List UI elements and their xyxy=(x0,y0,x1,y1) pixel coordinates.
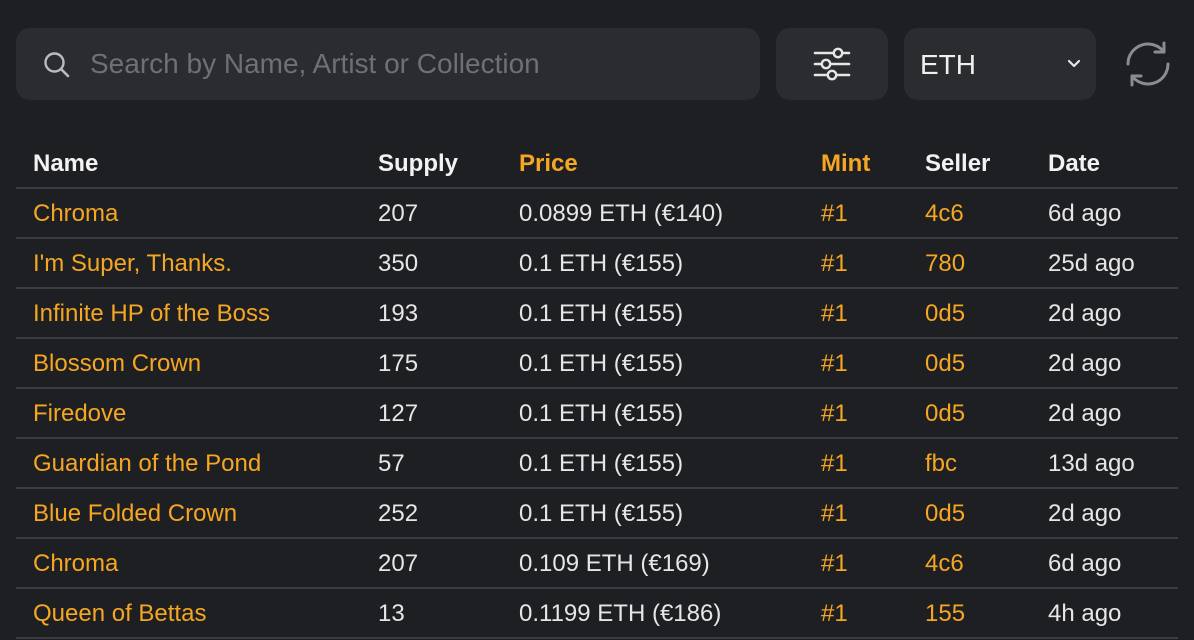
table-row[interactable]: Blossom Crown 175 0.1 ETH (€155) #1 0d5 2d ag… xyxy=(16,339,1178,389)
supply-cell: 350 xyxy=(378,250,419,277)
item-name-link[interactable]: Chroma xyxy=(33,200,119,227)
table-row[interactable]: I'm Super, Thanks. 350 0.1 ETH (€155) #1 780… xyxy=(16,239,1178,289)
mint-link[interactable]: #1 xyxy=(821,350,848,377)
currency-value: ETH xyxy=(920,49,976,80)
item-name-link[interactable]: Firedove xyxy=(33,400,127,427)
item-name-link[interactable]: Blossom Crown xyxy=(33,350,202,377)
seller-link[interactable]: 0d5 xyxy=(925,500,966,527)
supply-cell: 207 xyxy=(378,200,419,227)
supply-cell: 13 xyxy=(378,600,405,627)
mint-link[interactable]: #1 xyxy=(821,500,848,527)
seller-link[interactable]: 0d5 xyxy=(925,300,966,327)
date-cell: 6d ago xyxy=(1048,550,1122,577)
column-header-name[interactable]: Name xyxy=(33,150,99,177)
price-cell: 0.1 ETH (€155) xyxy=(519,500,684,527)
supply-cell: 252 xyxy=(378,500,419,527)
table-row[interactable]: Blue Folded Crown 252 0.1 ETH (€155) #1 0d5 2… xyxy=(16,489,1178,539)
date-cell: 2d ago xyxy=(1048,300,1122,327)
table-header: Name Supply Price Mint Seller Date xyxy=(16,139,1178,189)
item-name-link[interactable]: Blue Folded Crown xyxy=(33,500,238,527)
item-name-link[interactable]: I'm Super, Thanks. xyxy=(33,250,232,277)
seller-link[interactable]: 4c6 xyxy=(925,550,964,577)
search-box[interactable] xyxy=(16,28,760,100)
supply-cell: 57 xyxy=(378,450,405,477)
price-cell: 0.1199 ETH (€186) xyxy=(519,600,722,627)
table-row[interactable]: Firedove 127 0.1 ETH (€155) #1 0d5 2d ago xyxy=(16,389,1178,439)
chevron-down-icon xyxy=(1066,56,1082,77)
date-cell: 4h ago xyxy=(1048,600,1122,627)
mint-link[interactable]: #1 xyxy=(821,450,848,477)
mint-link[interactable]: #1 xyxy=(821,200,848,227)
seller-link[interactable]: 780 xyxy=(925,250,966,277)
supply-cell: 193 xyxy=(378,300,419,327)
table-row[interactable]: Guardian of the Pond 57 0.1 ETH (€155) #1 fb… xyxy=(16,439,1178,489)
item-name-link[interactable]: Chroma xyxy=(33,550,119,577)
column-header-seller[interactable]: Seller xyxy=(925,150,991,177)
mint-link[interactable]: #1 xyxy=(821,600,848,627)
date-cell: 6d ago xyxy=(1048,200,1122,227)
column-header-supply[interactable]: Supply xyxy=(378,150,459,177)
price-cell: 0.0899 ETH (€140) xyxy=(519,200,724,227)
date-cell: 2d ago xyxy=(1048,400,1122,427)
item-name-link[interactable]: Infinite HP of the Boss xyxy=(33,300,271,327)
mint-link[interactable]: #1 xyxy=(821,550,848,577)
supply-cell: 175 xyxy=(378,350,419,377)
date-cell: 25d ago xyxy=(1048,250,1135,277)
table-row[interactable]: Chroma 207 0.0899 ETH (€140) #1 4c6 6d ago xyxy=(16,189,1178,239)
seller-link[interactable]: 155 xyxy=(925,600,966,627)
toolbar: ETH xyxy=(16,28,1194,100)
price-cell: 0.109 ETH (€169) xyxy=(519,550,710,577)
column-header-date[interactable]: Date xyxy=(1048,150,1101,177)
table-body: Chroma 207 0.0899 ETH (€140) #1 4c6 6d ago I'm… xyxy=(16,189,1178,639)
table-row[interactable]: Chroma 207 0.109 ETH (€169) #1 4c6 6d ago xyxy=(16,539,1178,589)
refresh-icon xyxy=(1122,41,1174,94)
price-cell: 0.1 ETH (€155) xyxy=(519,250,684,277)
price-cell: 0.1 ETH (€155) xyxy=(519,450,684,477)
search-icon xyxy=(42,50,72,80)
item-name-link[interactable]: Queen of Bettas xyxy=(33,600,207,627)
date-cell: 2d ago xyxy=(1048,500,1122,527)
supply-cell: 127 xyxy=(378,400,419,427)
search-input[interactable] xyxy=(90,28,730,100)
date-cell: 2d ago xyxy=(1048,350,1122,377)
column-header-mint[interactable]: Mint xyxy=(821,150,871,177)
seller-link[interactable]: 0d5 xyxy=(925,350,966,377)
seller-link[interactable]: 0d5 xyxy=(925,400,966,427)
filter-button[interactable] xyxy=(776,28,888,100)
table-row[interactable]: Queen of Bettas 13 0.1199 ETH (€186) #1 155 4… xyxy=(16,589,1178,639)
price-cell: 0.1 ETH (€155) xyxy=(519,400,684,427)
supply-cell: 207 xyxy=(378,550,419,577)
seller-link[interactable]: 4c6 xyxy=(925,200,964,227)
mint-link[interactable]: #1 xyxy=(821,400,848,427)
listings-table: Name Supply Price Mint Seller Date Chrom… xyxy=(16,139,1178,639)
mint-link[interactable]: #1 xyxy=(821,250,848,277)
item-name-link[interactable]: Guardian of the Pond xyxy=(33,450,262,477)
mint-link[interactable]: #1 xyxy=(821,300,848,327)
table-row[interactable]: Infinite HP of the Boss 193 0.1 ETH (€155)… xyxy=(16,289,1178,339)
column-header-price[interactable]: Price xyxy=(519,150,578,177)
refresh-button[interactable] xyxy=(1122,38,1174,90)
seller-link[interactable]: fbc xyxy=(925,450,958,477)
price-cell: 0.1 ETH (€155) xyxy=(519,350,684,377)
price-cell: 0.1 ETH (€155) xyxy=(519,300,684,327)
currency-select[interactable]: ETH xyxy=(904,28,1096,100)
date-cell: 13d ago xyxy=(1048,450,1135,477)
